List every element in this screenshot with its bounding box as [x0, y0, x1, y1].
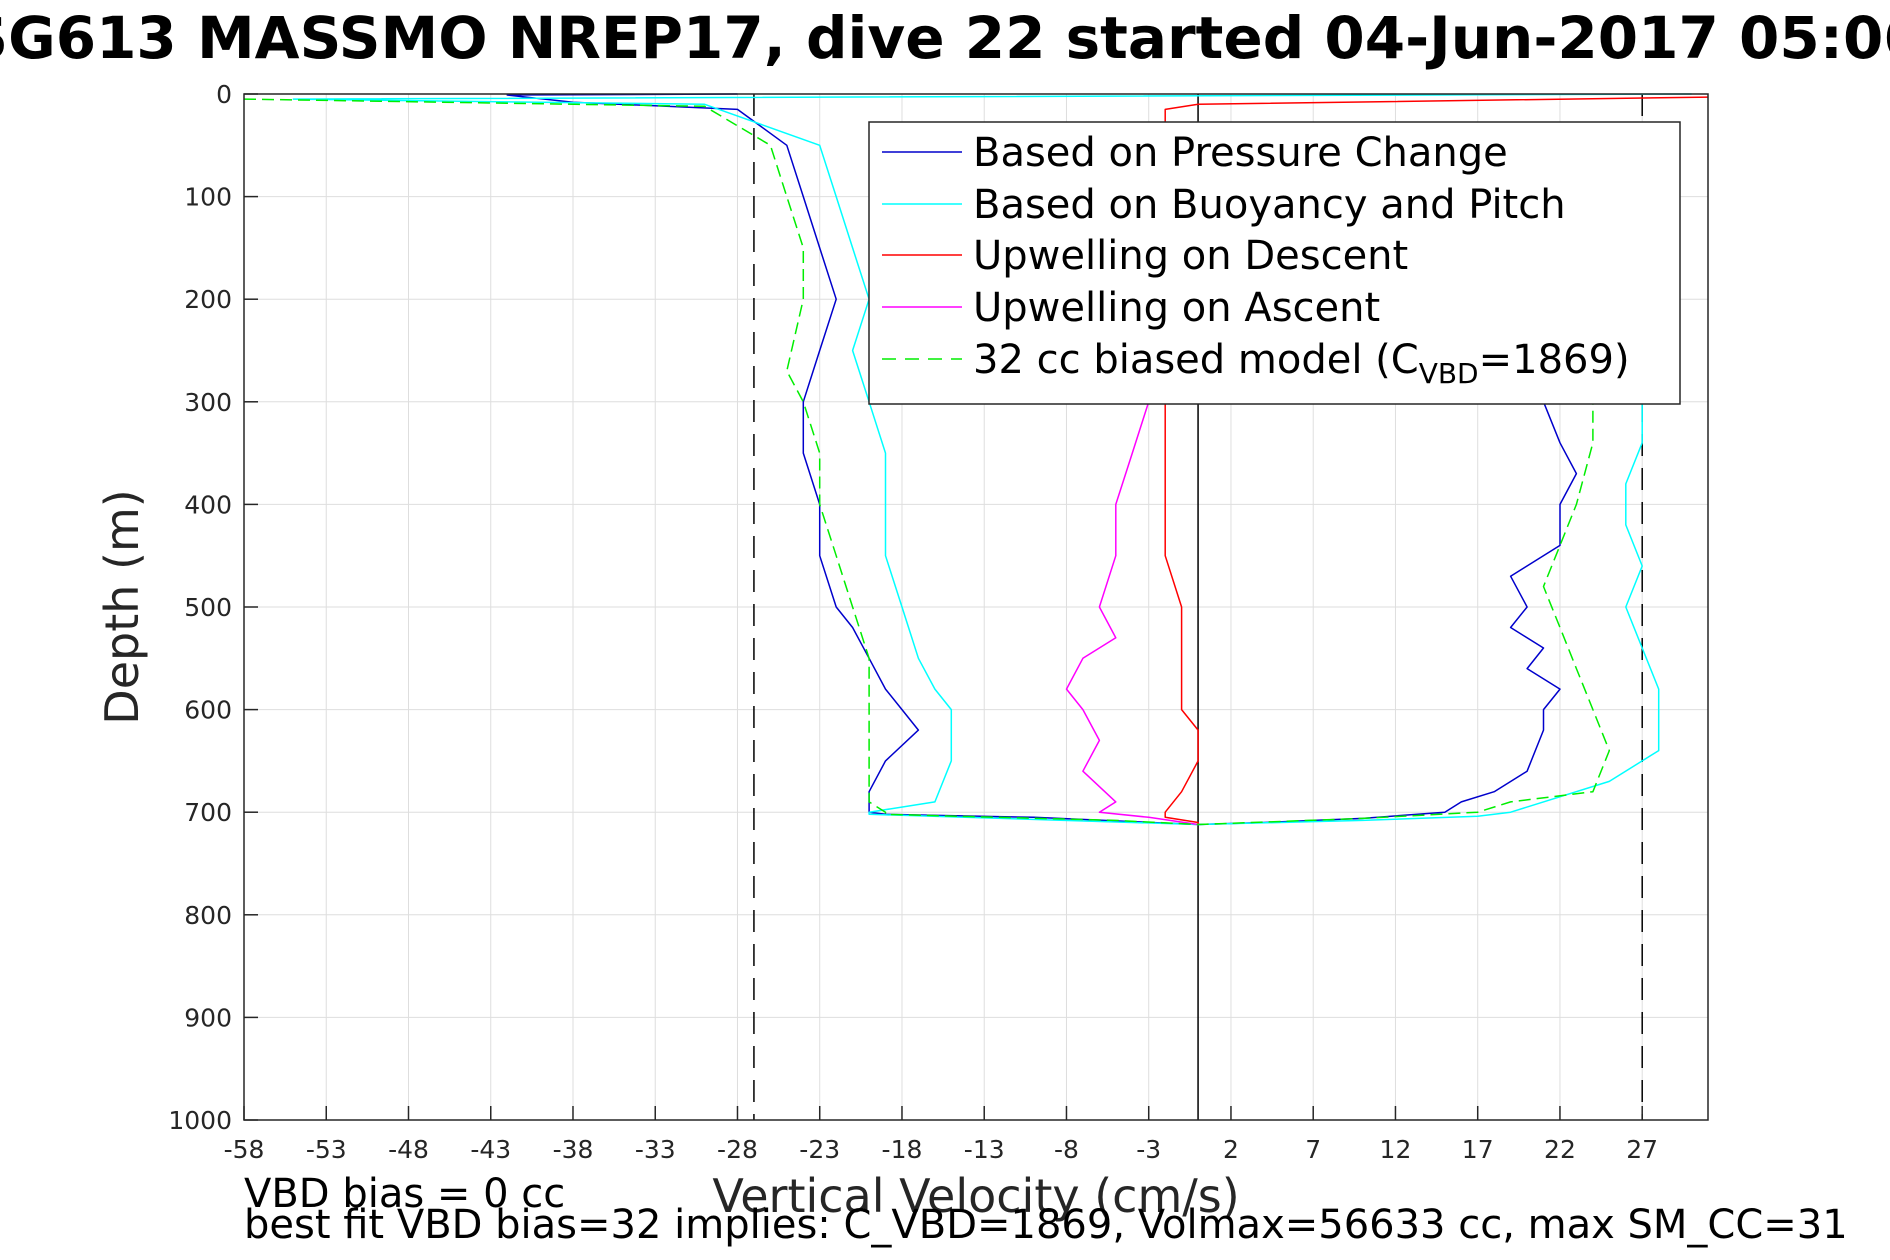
x-tick-label: -48	[388, 1135, 429, 1164]
x-axis-label: Vertical Velocity (cm/s)	[712, 1169, 1239, 1223]
x-tick-label: -58	[224, 1135, 265, 1164]
series-line-3	[1065, 401, 1199, 826]
y-tick-label: 100	[184, 183, 232, 212]
x-tick-label: -38	[553, 1135, 594, 1164]
legend-label-descent: Upwelling on Descent	[973, 233, 1408, 279]
x-tick-label: -8	[1054, 1135, 1079, 1164]
y-axis-label: Depth (m)	[95, 489, 149, 724]
y-ticks: 0 100 200 300 400 500 600 700 800 900 1000	[168, 80, 258, 1135]
x-tick-label: 22	[1544, 1135, 1576, 1164]
legend-label-model-main: 32 cc biased model (C	[973, 337, 1419, 383]
x-tick-label: 2	[1223, 1135, 1239, 1164]
x-tick-label: -13	[964, 1135, 1005, 1164]
x-tick-label: -18	[882, 1135, 923, 1164]
y-tick-label: 1000	[168, 1106, 232, 1135]
x-ticks: -58 -53 -48 -43 -38 -33 -28 -23 -18 -13 -8 -3 2 7 12 17…	[224, 1106, 1658, 1164]
y-tick-label: 300	[184, 388, 232, 417]
x-tick-label: 7	[1305, 1135, 1321, 1164]
legend-label-model-subscript: VBD	[1419, 357, 1479, 390]
footer-line-1: VBD bias = 0 cc	[244, 1171, 565, 1217]
y-tick-label: 600	[184, 696, 232, 725]
legend-label-buoyancy: Based on Buoyancy and Pitch	[973, 182, 1566, 228]
y-tick-label: 700	[184, 798, 232, 827]
x-tick-label: -43	[470, 1135, 511, 1164]
x-tick-label: 27	[1626, 1135, 1658, 1164]
series-line-4	[243, 98, 1611, 826]
y-tick-label: 900	[184, 1003, 232, 1032]
x-tick-label: -28	[717, 1135, 758, 1164]
series-line-1	[292, 93, 1692, 826]
series-group	[243, 93, 1709, 826]
legend-label-model: 32 cc biased model (CVBD=1869)	[973, 337, 1630, 390]
x-tick-label: 17	[1462, 1135, 1494, 1164]
legend-label-pressure: Based on Pressure Change	[973, 130, 1508, 176]
chart-title: SG613 MASSMO NREP17, dive 22 started 04-…	[0, 4, 1890, 72]
y-tick-label: 0	[216, 80, 232, 109]
legend-box	[868, 121, 1681, 405]
y-tick-label: 200	[184, 285, 232, 314]
x-tick-label: 12	[1380, 1135, 1412, 1164]
y-tick-label: 800	[184, 901, 232, 930]
x-tick-label: -23	[799, 1135, 840, 1164]
y-tick-label: 500	[184, 593, 232, 622]
footer-line-2: best fit VBD bias=32 implies: C_VBD=1869…	[244, 1202, 1848, 1248]
x-tick-label: -3	[1136, 1135, 1161, 1164]
x-tick-label: -53	[306, 1135, 347, 1164]
x-tick-label: -33	[635, 1135, 676, 1164]
y-tick-label: 400	[184, 490, 232, 519]
legend-label-model-value: =1869)	[1479, 337, 1630, 383]
legend: Based on Pressure Change Based on Buoyan…	[868, 121, 1681, 405]
legend-label-ascent: Upwelling on Ascent	[973, 285, 1380, 331]
